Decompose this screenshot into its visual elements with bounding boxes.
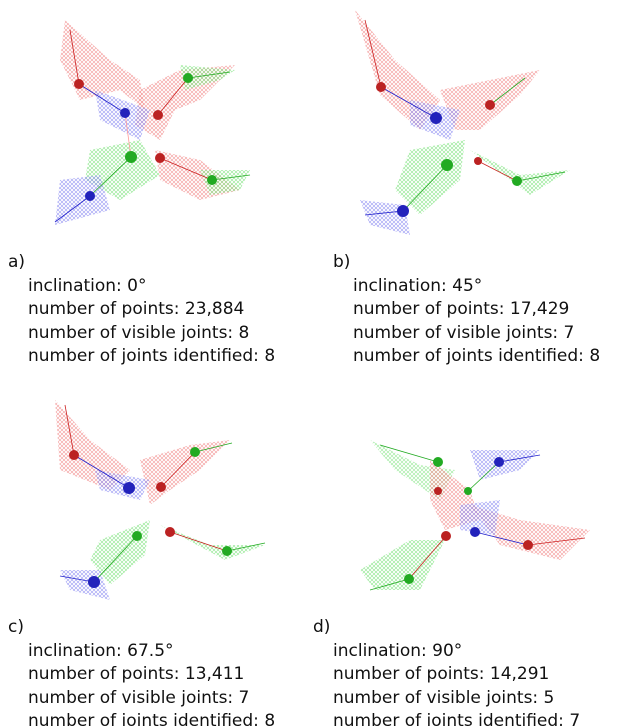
caption-line: inclination: 0° [8, 275, 275, 299]
panel-a-image [55, 20, 250, 225]
caption-a: a) inclination: 0° number of points: 23,… [8, 251, 275, 369]
panel-d-image [360, 440, 590, 590]
caption-line: number of points: 14,291 [313, 663, 580, 687]
caption-line: number of points: 23,884 [8, 298, 275, 322]
caption-line: number of visible joints: 8 [8, 322, 275, 346]
panel-label: d) [313, 616, 580, 640]
caption-line: number of visible joints: 5 [313, 687, 580, 711]
caption-line: inclination: 45° [333, 275, 600, 299]
panel-label: b) [333, 251, 600, 275]
caption-line: number of joints identified: 7 [313, 710, 580, 726]
panel-label: c) [8, 616, 275, 640]
panel-c-image [55, 400, 265, 600]
panel-label: a) [8, 251, 275, 275]
caption-b: b) inclination: 45° number of points: 17… [333, 251, 600, 369]
figure-page: a) inclination: 0° number of points: 23,… [0, 0, 617, 726]
panel-b-image [355, 10, 570, 235]
caption-c: c) inclination: 67.5° number of points: … [8, 616, 275, 726]
caption-line: inclination: 67.5° [8, 640, 275, 664]
caption-line: number of points: 13,411 [8, 663, 275, 687]
caption-d: d) inclination: 90° number of points: 14… [313, 616, 580, 726]
caption-line: inclination: 90° [313, 640, 580, 664]
caption-line: number of joints identified: 8 [8, 345, 275, 369]
caption-line: number of joints identified: 8 [333, 345, 600, 369]
caption-line: number of visible joints: 7 [8, 687, 275, 711]
caption-line: number of joints identified: 8 [8, 710, 275, 726]
caption-line: number of points: 17,429 [333, 298, 600, 322]
caption-line: number of visible joints: 7 [333, 322, 600, 346]
